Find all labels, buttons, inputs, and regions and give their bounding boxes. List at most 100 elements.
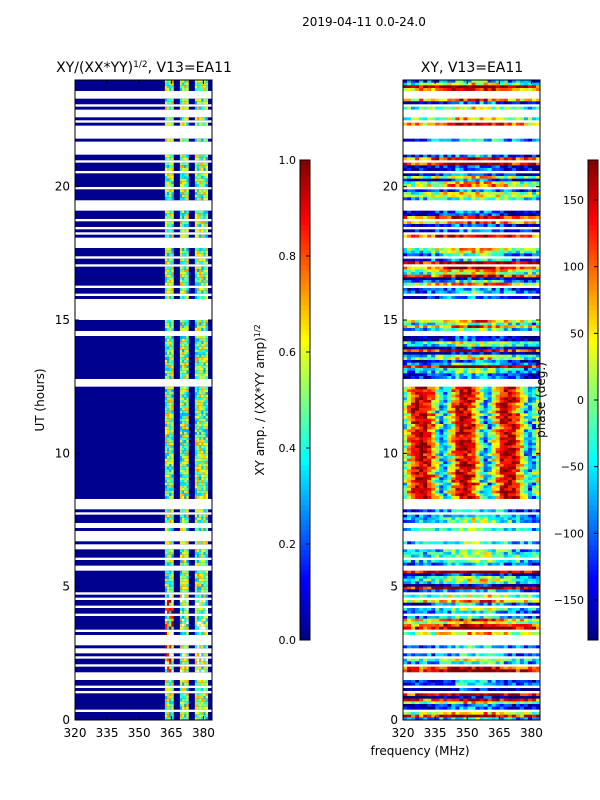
phase-cell [455, 162, 460, 166]
amplitude-cell [205, 680, 209, 683]
phase-cell [519, 322, 525, 326]
phase-cell [483, 178, 488, 182]
amplitude-cell [186, 373, 189, 377]
amplitude-cell [203, 608, 206, 611]
phase-cell [431, 221, 436, 225]
phase-cell [447, 376, 452, 379]
amplitude-cell [201, 432, 204, 435]
amplitude-cell [167, 410, 170, 414]
phase-cell [499, 376, 505, 379]
phase-cell [515, 234, 521, 238]
phase-cell [435, 405, 440, 409]
amplitude-cell [169, 386, 172, 390]
amplitude-cell [194, 210, 198, 214]
amplitude-cell [167, 517, 170, 521]
amplitude-cell [197, 474, 200, 478]
amplitude-cell [201, 621, 204, 625]
phase-cell [495, 178, 501, 182]
amplitude-cell [199, 600, 202, 603]
phase-cell [499, 296, 505, 299]
amplitude-cell [197, 608, 200, 611]
amplitude-cell [164, 626, 168, 630]
amplitude-cell [184, 362, 187, 366]
phase-cell [479, 352, 484, 355]
amplitude-cell [171, 704, 174, 707]
amplitude-cell [169, 448, 172, 451]
amplitude-cell [186, 405, 189, 409]
phase-cell [431, 373, 436, 377]
amplitude-cell [184, 560, 187, 563]
amplitude-cell [194, 474, 198, 478]
amplitude-row [75, 154, 212, 158]
amplitude-cell [179, 509, 183, 513]
phase-cell [435, 82, 440, 86]
amplitude-cell [171, 464, 174, 467]
amplitude-cell [179, 192, 183, 195]
amplitude-cell [184, 365, 187, 369]
phase-cell [411, 290, 416, 294]
amplitude-cell [194, 624, 198, 627]
amplitude-cell [182, 376, 185, 379]
phase-cell [419, 362, 424, 366]
phase-cell [471, 344, 476, 347]
amplitude-cell [171, 192, 174, 195]
amplitude-cell [199, 472, 202, 475]
amplitude-cell [179, 440, 183, 443]
phase-cell [519, 80, 525, 83]
amplitude-cell [203, 514, 206, 518]
phase-cell [503, 344, 509, 347]
amplitude-cell [167, 288, 170, 291]
phase-cell [515, 98, 521, 102]
amplitude-cell [199, 197, 202, 201]
phase-cell [487, 234, 492, 238]
phase-cell [463, 165, 468, 169]
amplitude-cell [186, 365, 189, 369]
amplitude-cell [164, 714, 168, 718]
amplitude-cell [205, 514, 209, 518]
phase-cell [487, 176, 492, 179]
amplitude-cell [164, 184, 168, 187]
amplitude-cell [179, 98, 183, 102]
amplitude-cell [164, 458, 168, 462]
amplitude-cell [182, 122, 185, 126]
amplitude-cell [182, 154, 185, 158]
phase-cell [427, 192, 432, 195]
amplitude-cell [171, 138, 174, 142]
amplitude-cell [203, 466, 206, 470]
phase-cell [435, 320, 440, 323]
phase-cell [535, 138, 541, 142]
amplitude-cell [169, 624, 172, 627]
phase-cell [475, 346, 480, 350]
amplitude-cell [199, 341, 202, 345]
phase-cell [403, 184, 408, 187]
colorbar-swatch [300, 535, 310, 541]
amplitude-cell [203, 176, 206, 179]
amplitude-cell [179, 88, 183, 91]
amplitude-cell [194, 389, 198, 393]
phase-cell [407, 189, 412, 193]
phase-cell [519, 341, 525, 345]
amplitude-cell [167, 698, 170, 702]
amplitude-row [75, 445, 212, 449]
phase-cell [447, 357, 452, 361]
phase-cell [471, 290, 476, 294]
amplitude-cell [205, 189, 209, 193]
phase-cell [455, 290, 460, 294]
phase-cell [491, 373, 496, 377]
amplitude-cell [169, 509, 172, 513]
phase-cell [447, 194, 452, 198]
amplitude-cell [203, 328, 206, 331]
amplitude-cell [182, 514, 185, 518]
phase-cell [487, 165, 492, 169]
phase-cell [463, 253, 468, 257]
phase-cell [471, 138, 476, 142]
amplitude-cell [167, 365, 170, 369]
amplitude-cell [203, 701, 206, 705]
amplitude-cell [201, 514, 204, 518]
phase-cell [411, 138, 416, 142]
phase-cell [479, 248, 484, 251]
phase-cell [523, 213, 529, 217]
phase-cell [515, 365, 521, 369]
amplitude-cell [203, 221, 206, 225]
amplitude-cell [186, 666, 189, 670]
